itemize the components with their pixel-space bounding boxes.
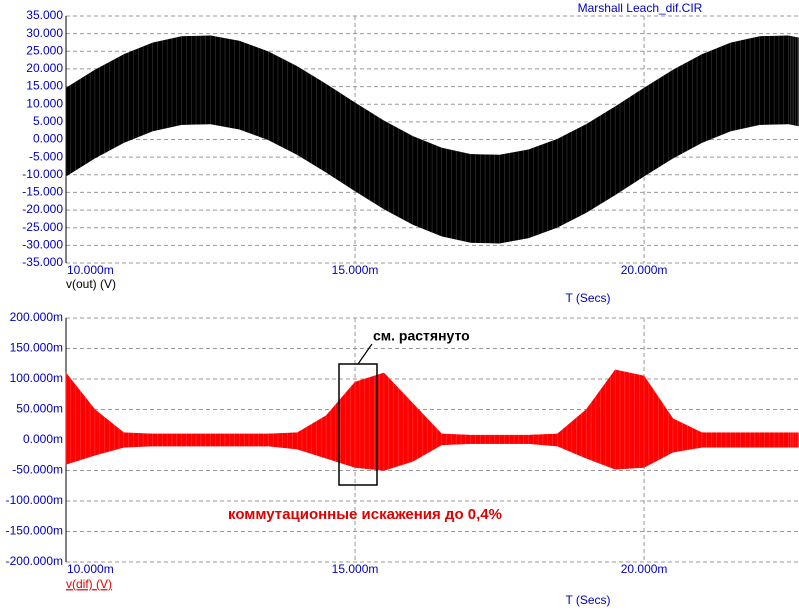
y-tick-label: 20.000 — [26, 61, 63, 75]
annotation: см. растянуто — [373, 328, 470, 344]
y-tick-label: 200.000m — [10, 310, 63, 324]
y-tick-label: 10.000 — [26, 96, 63, 110]
y-tick-label: -35.000 — [22, 255, 63, 269]
x-axis-label: T (Secs) — [565, 593, 610, 607]
y-tick-label: 50.000m — [16, 402, 63, 416]
y-tick-label: 25.000 — [26, 43, 63, 57]
leader-line — [357, 343, 373, 365]
y-tick-label: 5.000 — [33, 114, 63, 128]
y-tick-label: -10.000 — [22, 167, 63, 181]
y-tick-label: 35.000 — [26, 8, 63, 22]
y-tick-label: -30.000 — [22, 238, 63, 252]
chart-title: Marshall Leach_dif.CIR — [578, 1, 703, 15]
y-tick-label: -20.000 — [22, 202, 63, 216]
y-tick-label: -15.000 — [22, 185, 63, 199]
signal-band — [65, 369, 799, 471]
y-tick-label: 100.000m — [10, 371, 63, 385]
y-tick-label: -100.000m — [6, 493, 63, 507]
x-tick-label: 20.000m — [621, 263, 668, 277]
y-tick-label: -150.000m — [6, 524, 63, 538]
y-tick-label: -50.000m — [12, 463, 63, 477]
x-axis-label: T (Secs) — [565, 291, 610, 305]
x-tick-label: 10.000m — [67, 562, 114, 576]
x-tick-label: 10.000m — [67, 263, 114, 277]
x-tick-label: 15.000m — [332, 562, 379, 576]
y-tick-label: 15.000 — [26, 79, 63, 93]
y-tick-label: -5.000 — [29, 149, 63, 163]
signal-band — [65, 35, 799, 244]
x-tick-label: 20.000m — [621, 562, 668, 576]
y-axis-label: v(out) (V) — [66, 277, 116, 291]
y-axis-label: v(dif) (V) — [66, 577, 112, 591]
annotation: коммутационные искажения до 0,4% — [228, 506, 502, 523]
y-tick-label: 0.000m — [23, 432, 63, 446]
y-tick-label: -200.000m — [6, 554, 63, 568]
y-tick-label: 150.000m — [10, 341, 63, 355]
y-tick-label: 0.000 — [33, 132, 63, 146]
y-tick-label: 30.000 — [26, 26, 63, 40]
y-tick-label: -25.000 — [22, 220, 63, 234]
x-tick-label: 15.000m — [332, 263, 379, 277]
